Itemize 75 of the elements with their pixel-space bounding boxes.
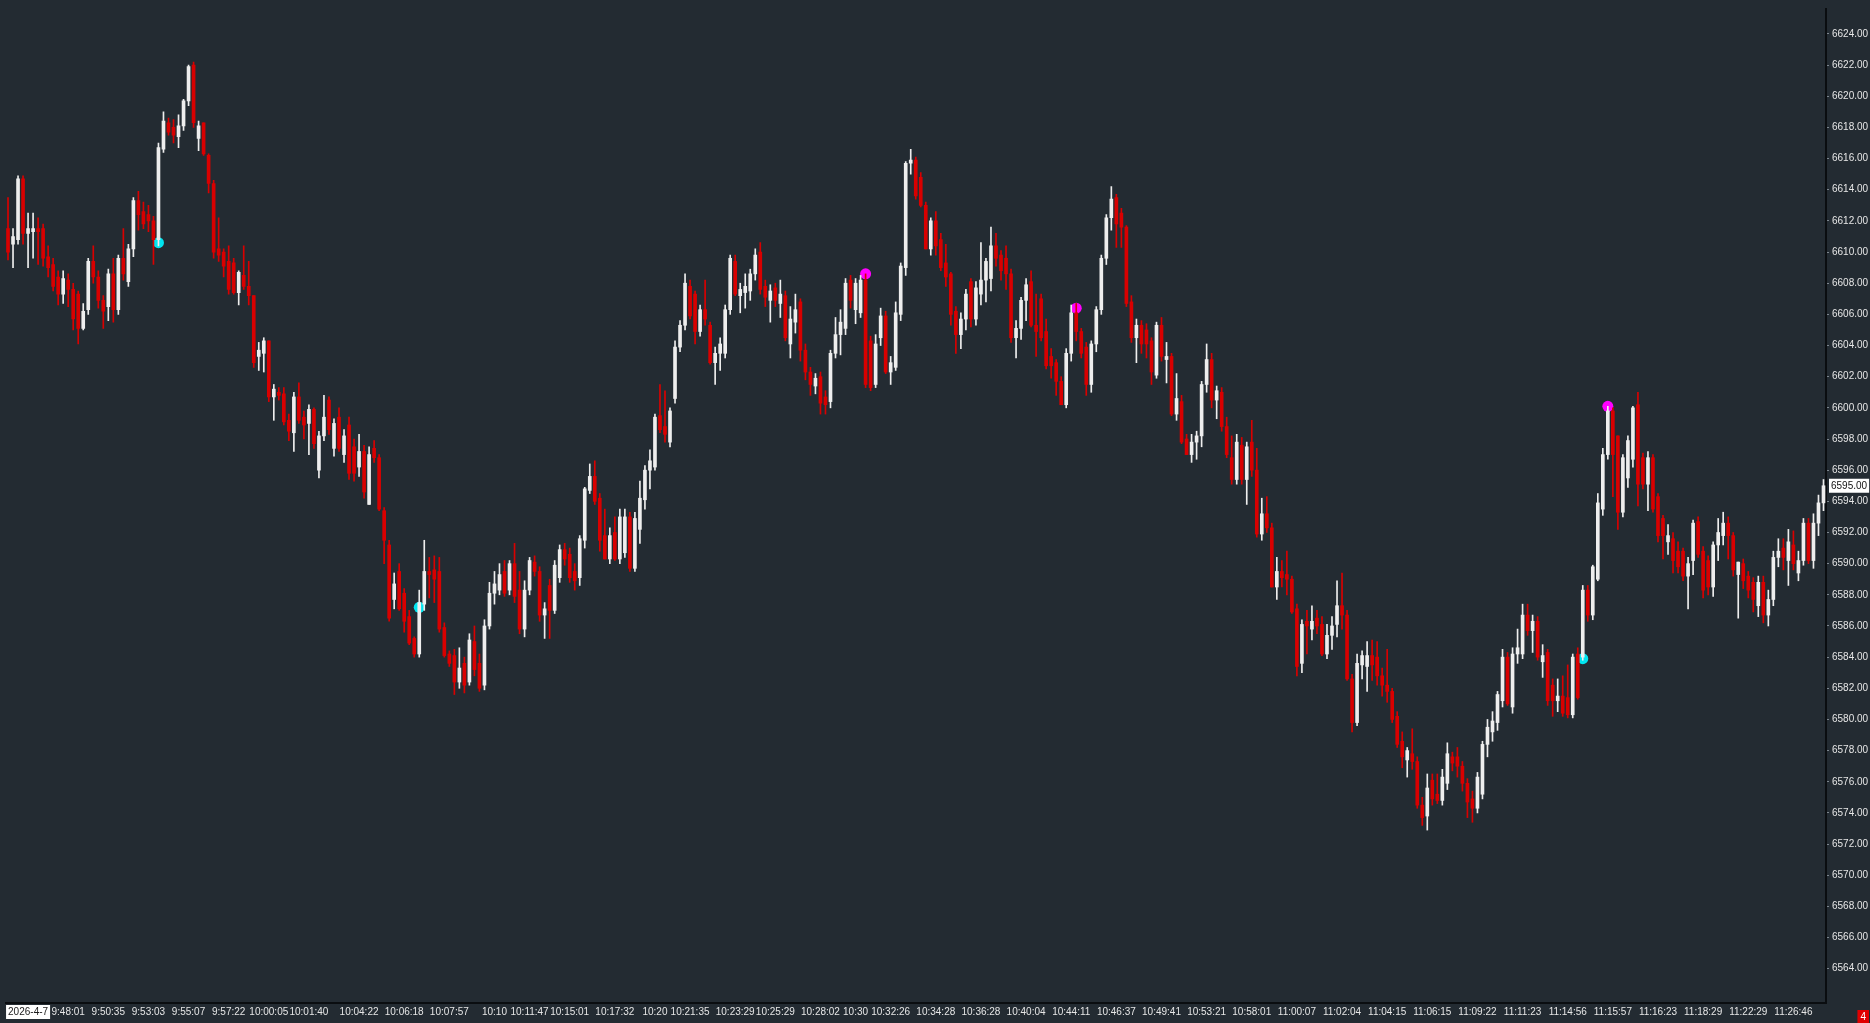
y-tick-label: 6582.00 bbox=[1832, 682, 1869, 694]
y-tick-label: 6576.00 bbox=[1832, 775, 1869, 787]
y-tick-label: 6564.00 bbox=[1832, 962, 1869, 974]
x-tick-label: 11:02:04 bbox=[1322, 1005, 1362, 1017]
x-tick-label: 11:18:29 bbox=[1684, 1005, 1723, 1017]
x-tick-label: 10:00:05 bbox=[249, 1005, 289, 1017]
y-tick-label: 6584.00 bbox=[1832, 650, 1869, 662]
x-tick-label: 11:04:15 bbox=[1368, 1005, 1407, 1017]
x-tick-label: 10:40:04 bbox=[1006, 1005, 1046, 1017]
y-tick-label: 6602.00 bbox=[1832, 370, 1869, 382]
x-tick-label: 10:11:47 bbox=[510, 1005, 550, 1017]
y-tick-label: 6618.00 bbox=[1832, 121, 1869, 133]
y-tick-label: 6598.00 bbox=[1832, 432, 1869, 444]
x-tick-label: 10:20 bbox=[642, 1005, 668, 1017]
x-tick-label: 11:26:46 bbox=[1774, 1005, 1813, 1017]
x-tick-label: 10:21:35 bbox=[670, 1005, 710, 1017]
x-tick-label: 11:22:29 bbox=[1729, 1005, 1768, 1017]
x-tick-label: 11:06:15 bbox=[1413, 1005, 1452, 1017]
y-tick-label: 6622.00 bbox=[1832, 58, 1869, 70]
x-tick-label: 11:14:56 bbox=[1548, 1005, 1588, 1017]
y-tick-label: 6596.00 bbox=[1832, 463, 1869, 475]
y-tick-label: 6614.00 bbox=[1832, 183, 1869, 195]
text: 4 bbox=[1860, 1010, 1867, 1022]
x-tick-label: 11:11:23 bbox=[1503, 1005, 1542, 1017]
y-tick-label: 6580.00 bbox=[1832, 713, 1869, 725]
x-tick-label: 10:32:26 bbox=[871, 1005, 911, 1017]
y-tick-label: 6594.00 bbox=[1832, 495, 1869, 507]
x-tick-label: 9:57:22 bbox=[211, 1005, 246, 1017]
x-tick-label: 10:04:22 bbox=[339, 1005, 379, 1017]
y-tick-label: 6590.00 bbox=[1832, 557, 1869, 569]
y-tick-label: 6586.00 bbox=[1832, 619, 1869, 631]
x-tick-label: 10:58:01 bbox=[1232, 1005, 1272, 1017]
annotation: 6595.00 bbox=[1831, 480, 1868, 491]
y-tick-label: 6606.00 bbox=[1832, 308, 1869, 320]
x-tick-label: 11:09:22 bbox=[1458, 1005, 1497, 1017]
x-tick-label: 10:34:28 bbox=[916, 1005, 956, 1017]
x-tick-label: 10:36:28 bbox=[961, 1005, 1001, 1017]
y-tick-label: 6578.00 bbox=[1832, 744, 1869, 756]
x-tick-label: 10:06:18 bbox=[384, 1005, 425, 1017]
y-tick-label: 6616.00 bbox=[1832, 152, 1869, 164]
x-tick-label: 11:16:23 bbox=[1638, 1005, 1678, 1017]
x-tick-label: 10:17:32 bbox=[595, 1005, 635, 1017]
x-tick-label: 10:10 bbox=[481, 1005, 508, 1017]
x-tick-label: 10:23:29 bbox=[715, 1005, 756, 1017]
x-tick-label: 9:50:35 bbox=[91, 1005, 126, 1017]
y-tick-label: 6572.00 bbox=[1832, 837, 1869, 849]
x-tick-label: 10:30 bbox=[843, 1005, 869, 1017]
x-tick-label: 9:53:03 bbox=[131, 1005, 166, 1017]
y-tick-label: 6620.00 bbox=[1832, 90, 1869, 101]
x-tick-label: 9:55:07 bbox=[171, 1005, 206, 1017]
x-tick-label: 10:25:29 bbox=[755, 1005, 796, 1017]
x-tick-label: 11:00:07 bbox=[1277, 1005, 1317, 1017]
y-tick-label: 6612.00 bbox=[1832, 214, 1869, 226]
x-tick-label: 10:01:40 bbox=[289, 1005, 329, 1017]
y-tick-label: 6588.00 bbox=[1832, 588, 1869, 600]
x-tick-label: 9:48:01 bbox=[51, 1005, 86, 1017]
x-tick-label: 10:44:11 bbox=[1052, 1005, 1091, 1017]
x-tick-label: 10:46:37 bbox=[1096, 1005, 1137, 1017]
y-tick-label: 6566.00 bbox=[1832, 931, 1869, 943]
x-tick-label: 2026-4-7 bbox=[8, 1005, 49, 1017]
x-tick-label: 10:49:41 bbox=[1142, 1005, 1182, 1017]
y-tick-label: 6568.00 bbox=[1832, 900, 1869, 912]
y-tick-label: 6610.00 bbox=[1832, 245, 1869, 257]
y-tick-label: 6600.00 bbox=[1832, 401, 1869, 413]
y-tick-label: 6608.00 bbox=[1832, 276, 1869, 288]
x-tick-label: 11:15:57 bbox=[1593, 1005, 1633, 1017]
y-tick-label: 6624.00 bbox=[1832, 27, 1869, 39]
x-tick-label: 10:53:21 bbox=[1187, 1005, 1227, 1017]
y-tick-label: 6592.00 bbox=[1832, 526, 1869, 538]
y-tick-label: 6570.00 bbox=[1832, 868, 1869, 880]
y-tick-label: 6604.00 bbox=[1832, 339, 1869, 351]
x-tick-label: 10:28:02 bbox=[800, 1005, 841, 1017]
y-tick-label: 6574.00 bbox=[1832, 806, 1869, 818]
x-tick-label: 10:15:01 bbox=[550, 1005, 590, 1017]
x-tick-label: 10:07:57 bbox=[429, 1005, 470, 1017]
